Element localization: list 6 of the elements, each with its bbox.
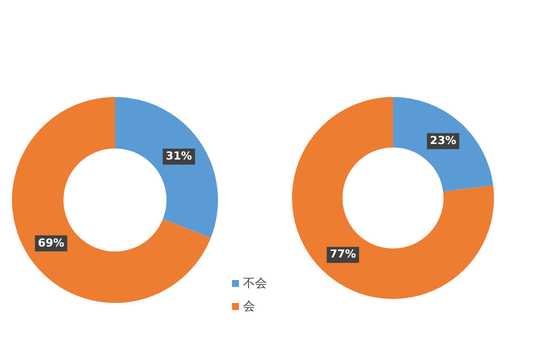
data-label: 23% xyxy=(430,134,456,148)
data-label: 69% xyxy=(38,236,64,250)
data-label: 77% xyxy=(330,248,356,261)
legend-label: 不会 xyxy=(243,275,267,292)
data-label: 31% xyxy=(166,149,192,162)
legend-label: 会 xyxy=(243,298,255,315)
